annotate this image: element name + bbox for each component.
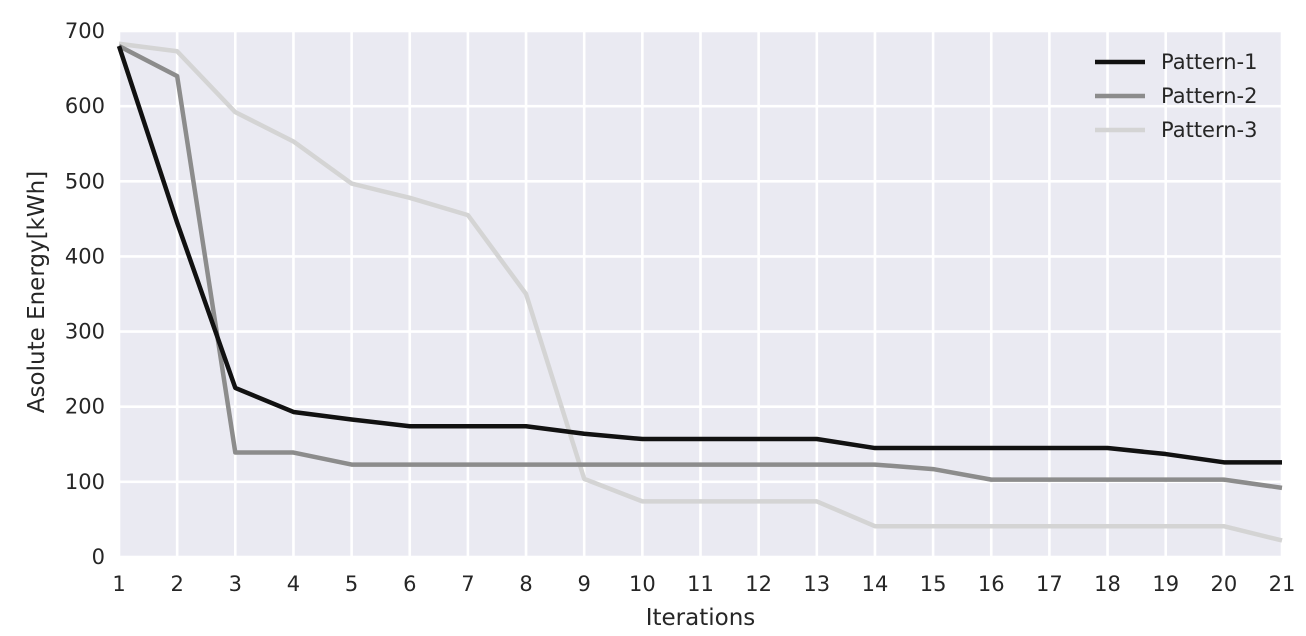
- x-tick-label: 11: [687, 572, 714, 596]
- y-tick-label: 200: [65, 395, 105, 419]
- x-tick-label: 9: [578, 572, 591, 596]
- x-tick-label: 20: [1210, 572, 1237, 596]
- x-axis-ticks: 1 2 3 4 5 6 7 8 9 10 11 12 13 14 15 16 17 18 19 20 21: [112, 572, 1295, 596]
- y-tick-label: 400: [65, 244, 105, 268]
- x-tick-label: 5: [345, 572, 358, 596]
- y-tick-label: 500: [65, 169, 105, 193]
- y-tick-label: 600: [65, 94, 105, 118]
- x-tick-label: 1: [112, 572, 125, 596]
- series-line-pattern-1: [116, 45, 1282, 465]
- y-axis-label: Asolute Energy[kWh]: [24, 171, 50, 413]
- y-tick-label: 100: [65, 470, 105, 494]
- series-line-pattern-2: [117, 44, 1283, 491]
- legend: Pattern-1 Pattern-2 Pattern-3: [1095, 50, 1258, 142]
- x-tick-label: 21: [1269, 572, 1296, 596]
- x-tick-label: 15: [920, 572, 947, 596]
- x-tick-label: 18: [1094, 572, 1121, 596]
- x-tick-label: 2: [170, 572, 183, 596]
- x-tick-label: 10: [629, 572, 656, 596]
- x-tick-label: 14: [862, 572, 889, 596]
- y-tick-label: 0: [92, 545, 105, 569]
- y-axis-ticks: 0 100 200 300 400 500 600 700: [65, 19, 105, 569]
- legend-label: Pattern-2: [1161, 84, 1258, 108]
- x-tick-label: 19: [1152, 572, 1179, 596]
- series-line-pattern-3: [118, 41, 1283, 543]
- legend-label: Pattern-3: [1161, 118, 1258, 142]
- x-tick-label: 4: [287, 572, 300, 596]
- x-tick-label: 7: [461, 572, 474, 596]
- x-tick-label: 12: [745, 572, 772, 596]
- y-tick-label: 700: [65, 19, 105, 43]
- x-tick-label: 17: [1036, 572, 1063, 596]
- x-tick-label: 8: [519, 572, 532, 596]
- y-tick-label: 300: [65, 320, 105, 344]
- x-tick-label: 3: [229, 572, 242, 596]
- grid: [117, 29, 1284, 559]
- series-lines: [116, 41, 1283, 543]
- x-tick-label: 16: [978, 572, 1005, 596]
- x-tick-label: 13: [803, 572, 830, 596]
- x-tick-label: 6: [403, 572, 416, 596]
- x-axis-label: Iterations: [646, 605, 756, 631]
- legend-label: Pattern-1: [1161, 50, 1258, 74]
